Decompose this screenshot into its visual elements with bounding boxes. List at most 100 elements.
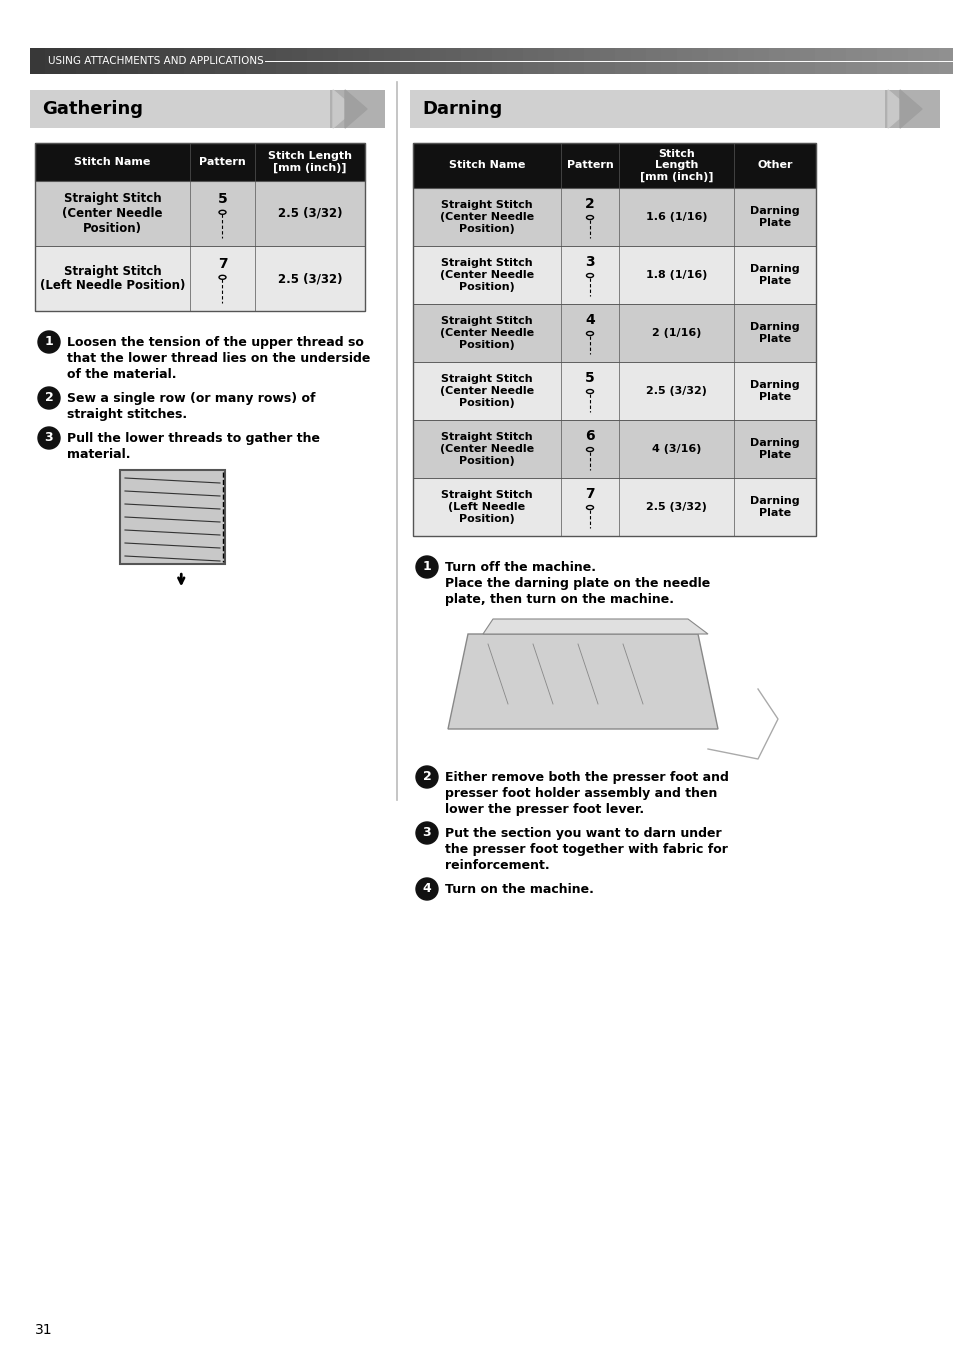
Text: 1.6 (1/16): 1.6 (1/16)	[645, 212, 706, 222]
Text: Put the section you want to darn under: Put the section you want to darn under	[444, 827, 720, 840]
Circle shape	[416, 822, 437, 844]
Text: Darning
Plate: Darning Plate	[749, 207, 799, 227]
Circle shape	[38, 331, 60, 353]
Bar	[460, 49, 477, 74]
Bar	[413, 304, 815, 362]
Text: Other: Other	[757, 161, 792, 170]
Bar	[415, 49, 431, 74]
Text: 3: 3	[584, 256, 594, 269]
Bar	[322, 49, 338, 74]
Bar	[830, 49, 846, 74]
Bar	[35, 246, 365, 311]
Bar	[907, 49, 923, 74]
Text: of the material.: of the material.	[67, 368, 176, 381]
Text: 2 (1/16): 2 (1/16)	[651, 329, 700, 338]
Text: USING ATTACHMENTS AND APPLICATIONS: USING ATTACHMENTS AND APPLICATIONS	[48, 55, 263, 66]
Bar	[261, 49, 277, 74]
Text: Either remove both the presser foot and: Either remove both the presser foot and	[444, 771, 728, 784]
Text: Darning
Plate: Darning Plate	[749, 438, 799, 460]
Bar	[522, 49, 538, 74]
Polygon shape	[345, 91, 367, 128]
Bar	[692, 49, 708, 74]
Polygon shape	[899, 91, 921, 128]
Text: 4 (3/16): 4 (3/16)	[651, 443, 700, 454]
Bar	[938, 49, 953, 74]
Bar	[553, 49, 569, 74]
Bar	[307, 49, 323, 74]
Text: Darning: Darning	[421, 100, 501, 118]
Text: 2.5 (3/32): 2.5 (3/32)	[277, 207, 342, 220]
Text: 2: 2	[422, 771, 431, 784]
Bar	[738, 49, 754, 74]
Bar	[91, 49, 108, 74]
Text: 2.5 (3/32): 2.5 (3/32)	[645, 387, 706, 396]
Bar	[410, 91, 884, 128]
Bar	[413, 188, 815, 246]
Bar	[413, 143, 815, 188]
Text: the presser foot together with fabric for: the presser foot together with fabric fo…	[444, 844, 727, 856]
Text: Loosen the tension of the upper thread so: Loosen the tension of the upper thread s…	[67, 337, 363, 349]
Bar	[413, 420, 815, 479]
Bar	[891, 49, 908, 74]
Text: Turn off the machine.: Turn off the machine.	[444, 561, 596, 575]
Bar	[35, 181, 365, 246]
Bar	[35, 181, 365, 246]
Text: Turn on the machine.: Turn on the machine.	[444, 883, 594, 896]
Bar	[122, 49, 138, 74]
Bar	[369, 49, 385, 74]
Text: Stitch
Length
[mm (inch)]: Stitch Length [mm (inch)]	[639, 149, 713, 183]
Text: Pattern: Pattern	[566, 161, 613, 170]
Bar	[783, 49, 801, 74]
Bar	[507, 49, 523, 74]
Bar	[800, 49, 816, 74]
Bar	[199, 49, 215, 74]
Text: 1.8 (1/16): 1.8 (1/16)	[645, 270, 706, 280]
Bar	[76, 49, 92, 74]
Bar	[230, 49, 246, 74]
Bar	[584, 49, 600, 74]
Bar	[413, 362, 815, 420]
Text: Sew a single row (or many rows) of: Sew a single row (or many rows) of	[67, 392, 315, 406]
Text: Straight Stitch
(Center Needle
Position): Straight Stitch (Center Needle Position)	[439, 200, 534, 234]
Circle shape	[416, 877, 437, 900]
Text: straight stitches.: straight stitches.	[67, 408, 187, 420]
Bar	[876, 49, 892, 74]
Text: 2: 2	[45, 392, 53, 404]
Bar	[923, 49, 939, 74]
Text: 3: 3	[422, 826, 431, 840]
Text: plate, then turn on the machine.: plate, then turn on the machine.	[444, 594, 673, 606]
Text: presser foot holder assembly and then: presser foot holder assembly and then	[444, 787, 717, 800]
Text: 1: 1	[422, 561, 431, 573]
Bar	[169, 49, 185, 74]
Text: 6: 6	[584, 429, 594, 443]
Bar	[645, 49, 661, 74]
Bar	[413, 143, 815, 188]
Text: 2.5 (3/32): 2.5 (3/32)	[277, 272, 342, 285]
Bar	[30, 49, 47, 74]
Text: Stitch Name: Stitch Name	[74, 157, 151, 168]
Bar	[845, 49, 862, 74]
Bar	[660, 49, 677, 74]
Bar	[35, 143, 365, 181]
Bar	[30, 91, 330, 128]
Text: reinforcement.: reinforcement.	[444, 859, 549, 872]
Text: Straight Stitch
(Left Needle Position): Straight Stitch (Left Needle Position)	[40, 265, 185, 292]
Bar	[753, 49, 769, 74]
Bar	[61, 49, 77, 74]
Text: Straight Stitch
(Center Needle
Position): Straight Stitch (Center Needle Position)	[439, 375, 534, 407]
Text: Stitch Name: Stitch Name	[448, 161, 525, 170]
Text: 1: 1	[45, 335, 53, 349]
Text: Straight Stitch
(Center Needle
Position): Straight Stitch (Center Needle Position)	[439, 258, 534, 292]
Text: 5: 5	[584, 372, 595, 385]
Bar	[445, 49, 461, 74]
Text: Straight Stitch
(Center Needle
Position): Straight Stitch (Center Needle Position)	[439, 316, 534, 350]
Bar	[413, 246, 815, 304]
Bar	[399, 49, 416, 74]
Text: Pull the lower threads to gather the: Pull the lower threads to gather the	[67, 433, 319, 445]
Bar	[884, 91, 939, 128]
Bar	[46, 49, 62, 74]
Text: that the lower thread lies on the underside: that the lower thread lies on the unders…	[67, 352, 370, 365]
Text: Darning
Plate: Darning Plate	[749, 322, 799, 343]
Bar	[492, 49, 508, 74]
Text: Pattern: Pattern	[199, 157, 246, 168]
